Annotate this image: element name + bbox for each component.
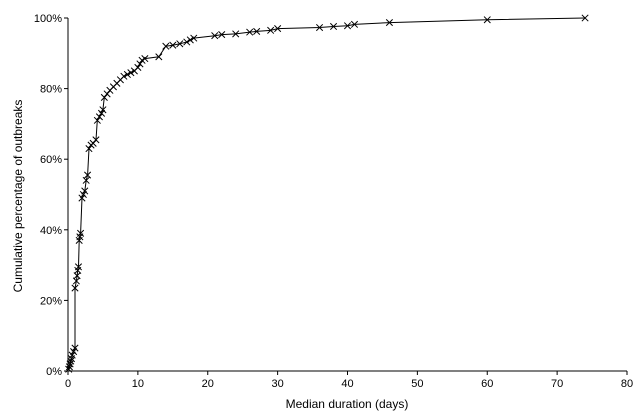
x-tick-label: 60 xyxy=(481,378,493,390)
data-point-marker xyxy=(81,187,89,195)
data-point-marker xyxy=(123,70,131,79)
x-axis-title: Median duration (days) xyxy=(286,397,409,411)
data-point-marker xyxy=(581,14,589,22)
data-point-marker xyxy=(169,41,177,49)
x-tick-label: 0 xyxy=(65,378,71,390)
data-point-marker xyxy=(483,16,491,24)
data-point-marker xyxy=(71,284,79,292)
data-point-marker xyxy=(120,72,128,80)
data-point-marker xyxy=(65,365,73,373)
data-point-marker xyxy=(246,28,254,36)
axes xyxy=(67,18,627,372)
y-ticks: 0% 20% 40% 60% 80% 100% xyxy=(34,13,68,378)
data-point-marker xyxy=(141,55,149,63)
data-point-marker xyxy=(155,53,163,61)
data-point-marker xyxy=(95,113,103,121)
data-point-marker xyxy=(186,36,194,44)
data-point-marker xyxy=(183,38,191,46)
y-tick-label: 60% xyxy=(40,154,62,166)
data-point-marker xyxy=(100,93,108,101)
y-tick-label: 80% xyxy=(40,84,62,96)
data-point-marker xyxy=(66,360,74,368)
data-point-marker xyxy=(93,116,101,124)
y-tick-label: 100% xyxy=(34,13,62,25)
x-tick-label: 10 xyxy=(132,378,144,390)
x-tick-label: 70 xyxy=(551,378,563,390)
data-point-marker xyxy=(127,69,135,77)
data-point-marker xyxy=(89,139,97,147)
data-point-marker xyxy=(162,42,170,50)
x-tick-label: 40 xyxy=(341,378,353,390)
data-point-marker xyxy=(67,357,75,365)
data-point-marker xyxy=(253,27,261,35)
x-tick-label: 80 xyxy=(621,378,633,390)
y-axis-title: Cumulative percentage of outbreaks xyxy=(11,100,25,293)
data-point-marker xyxy=(84,171,92,179)
y-tick-label: 20% xyxy=(40,295,62,307)
x-tick-label: 50 xyxy=(411,378,423,390)
data-point-marker xyxy=(211,32,219,40)
data-point-marker xyxy=(343,22,352,30)
data-point-marker xyxy=(329,22,338,31)
data-point-marker xyxy=(350,20,359,28)
data-point-marker xyxy=(267,26,275,34)
data-point-marker xyxy=(71,344,79,352)
data-point-marker xyxy=(315,23,324,32)
data-point-marker xyxy=(176,40,184,48)
data-point-marker xyxy=(218,31,226,39)
y-tick-label: 0% xyxy=(46,366,62,378)
data-point-marker xyxy=(99,106,107,114)
series-line xyxy=(68,17,586,370)
data-point-marker xyxy=(85,145,93,153)
data-point-marker xyxy=(103,90,111,98)
data-point-marker xyxy=(232,30,240,38)
data-markers xyxy=(65,14,589,373)
x-ticks: 0 10 20 30 40 50 60 70 80 xyxy=(65,371,633,390)
x-tick-label: 20 xyxy=(202,378,214,390)
data-point-marker xyxy=(274,25,282,33)
data-point-marker xyxy=(82,176,90,184)
data-point-marker xyxy=(385,19,393,27)
y-tick-label: 40% xyxy=(40,225,62,237)
data-point-marker xyxy=(190,34,198,42)
data-point-marker xyxy=(134,63,142,71)
data-point-marker xyxy=(65,363,73,371)
data-point-marker xyxy=(74,263,83,271)
data-point-marker xyxy=(77,229,85,237)
data-point-marker xyxy=(92,136,100,144)
x-tick-label: 30 xyxy=(272,378,284,390)
